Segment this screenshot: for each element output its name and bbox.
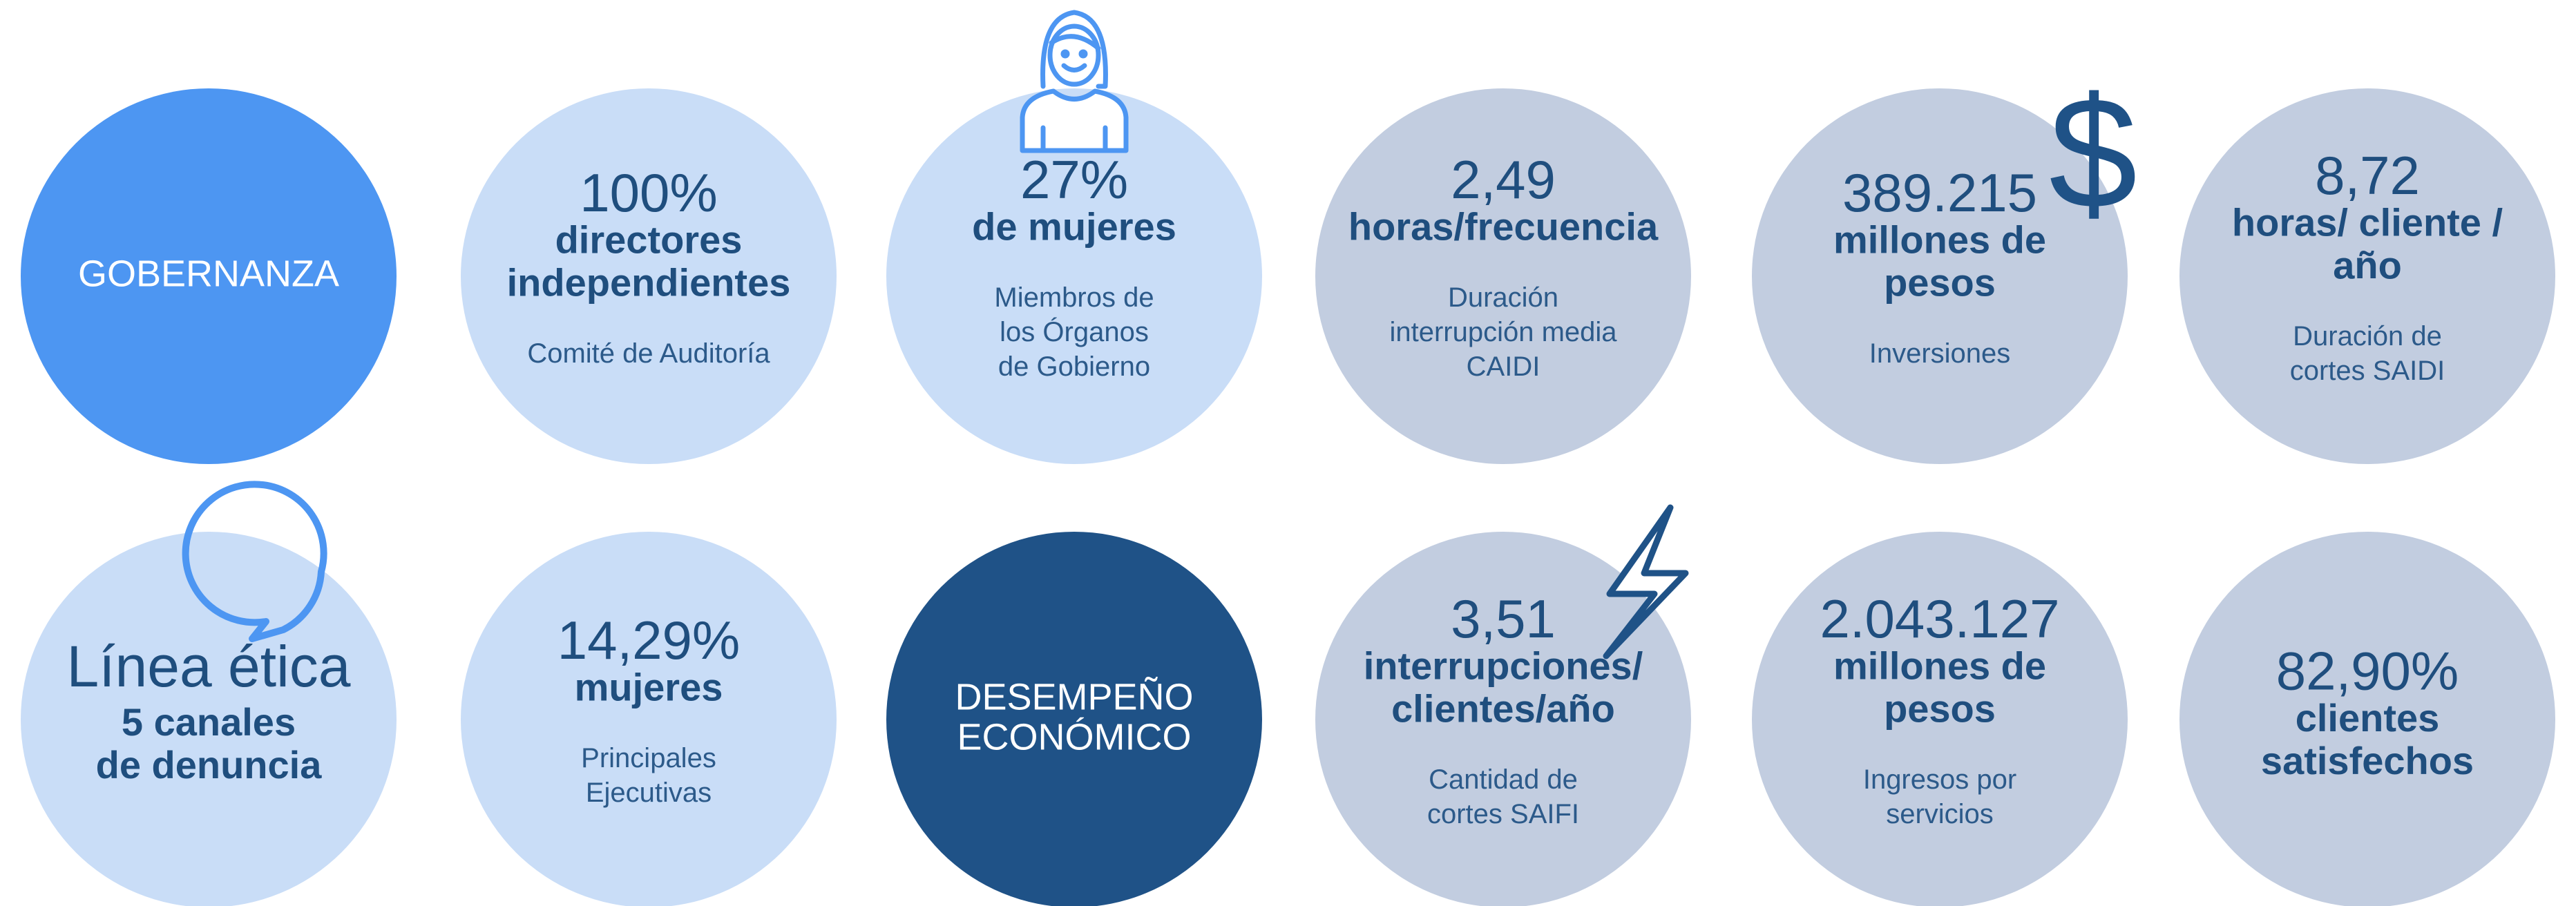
stat-label: mujeres	[575, 665, 723, 709]
circle-title: GOBERNANZA	[78, 253, 339, 294]
stat-label: horas/ cliente /	[2232, 200, 2503, 244]
note: Inversiones	[1869, 338, 2011, 369]
stat-value: 2.043.127	[1820, 588, 2059, 649]
stat-value: 3,51	[1451, 588, 1556, 649]
note: Miembros de	[994, 282, 1154, 313]
stat-label: independientes	[507, 260, 791, 304]
stat-label: satisfechos	[2261, 739, 2474, 782]
lightning-icon	[1603, 504, 1689, 659]
circle-title: DESEMPEÑO	[955, 676, 1193, 717]
stat-label: 5 canales	[122, 700, 296, 744]
circle-title: ECONÓMICO	[957, 716, 1191, 758]
note: servicios	[1886, 799, 1994, 829]
note: Duración	[1448, 282, 1558, 313]
circle	[21, 88, 397, 464]
heading: Línea ética	[67, 634, 351, 699]
stat-label: millones de	[1833, 218, 2046, 261]
circle	[1315, 532, 1691, 906]
stat-label: millones de	[1833, 644, 2046, 687]
circle	[1752, 532, 2128, 906]
note: cortes SAIDI	[2290, 356, 2445, 386]
note: CAIDI	[1467, 351, 1540, 382]
circle	[886, 532, 1262, 906]
circle	[1315, 88, 1691, 464]
note: Duración de	[2293, 321, 2442, 351]
note: Principales	[581, 743, 716, 773]
stat-value: 82,90%	[2276, 641, 2459, 702]
circle	[2179, 88, 2555, 464]
stat-label: pesos	[1884, 260, 1996, 304]
stat-value: 389.215	[1842, 162, 2037, 223]
stat-label: horas/frecuencia	[1348, 204, 1659, 248]
stat-label: clientes	[2296, 696, 2440, 740]
stat-label: interrupciones/	[1364, 644, 1643, 687]
stat-value: 100%	[580, 162, 718, 223]
circle	[461, 88, 837, 464]
stat-value: 2,49	[1451, 149, 1556, 210]
stat-label: de denuncia	[96, 743, 323, 787]
note: interrupción media	[1389, 317, 1617, 347]
circle	[21, 532, 397, 906]
circle	[2179, 532, 2555, 906]
stat-value: 8,72	[2315, 145, 2420, 206]
dollar-icon: $	[2049, 64, 2137, 242]
circle	[461, 532, 837, 906]
stat-label: pesos	[1884, 686, 1996, 730]
note: Comité de Auditoría	[527, 338, 770, 369]
note: Ingresos por	[1863, 764, 2016, 795]
circle	[886, 88, 1262, 464]
circle	[1752, 88, 2128, 464]
stat-label: clientes/año	[1391, 686, 1615, 730]
note: los Órganos	[1000, 316, 1149, 347]
stat-value: 14,29%	[557, 610, 741, 671]
stat-value: 27%	[1020, 149, 1128, 210]
speech-bubble-icon	[182, 481, 327, 642]
woman-icon	[1020, 10, 1129, 153]
stat-label: año	[2333, 243, 2402, 287]
stat-label: de mujeres	[972, 204, 1176, 248]
note: cortes SAIFI	[1427, 799, 1579, 829]
stat-label: directores	[555, 218, 743, 261]
note: Ejecutivas	[586, 778, 712, 808]
note: de Gobierno	[998, 351, 1150, 382]
note: Cantidad de	[1429, 764, 1578, 795]
